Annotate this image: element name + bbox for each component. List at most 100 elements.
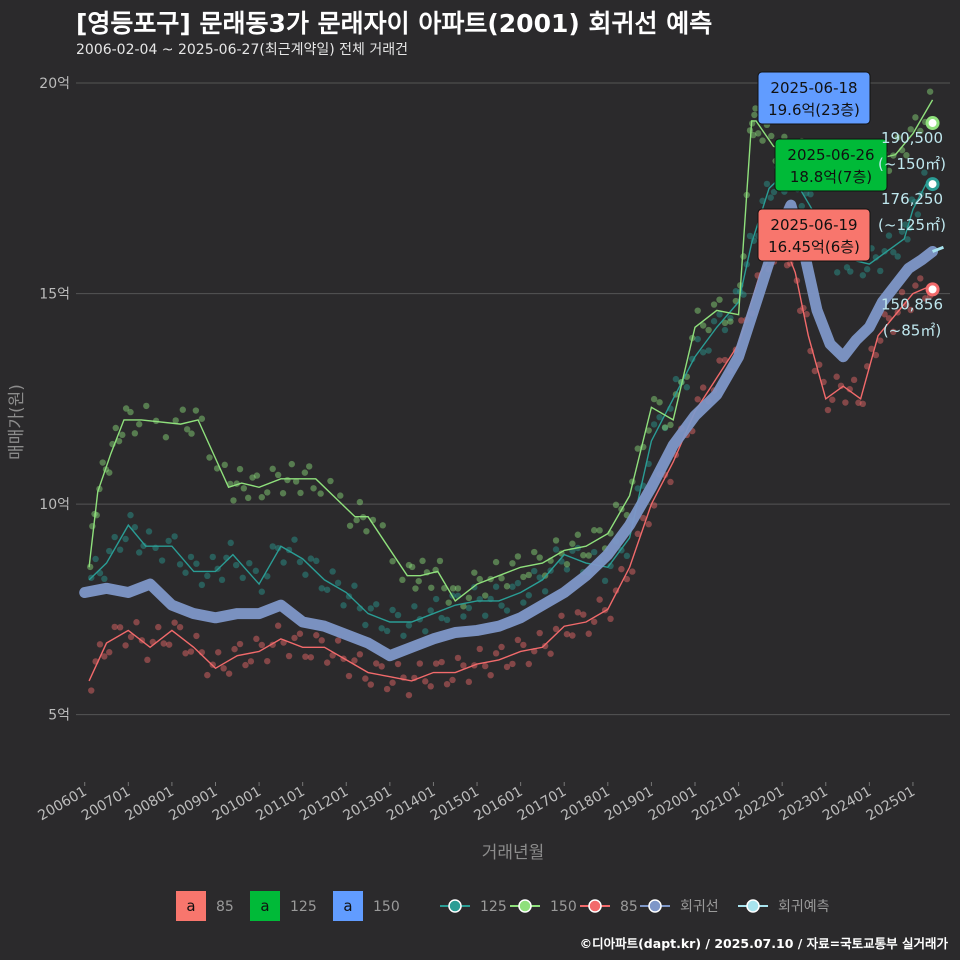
scatter-point-150 xyxy=(415,577,422,585)
x-tick-label: 202201 xyxy=(733,784,787,825)
scatter-point-125 xyxy=(552,546,560,553)
x-tick-label: 202401 xyxy=(820,784,874,825)
scatter-point-85 xyxy=(106,649,113,656)
scatter-point-85 xyxy=(629,568,636,575)
scatter-point-125 xyxy=(239,574,246,582)
scatter-point-85 xyxy=(242,661,249,669)
scatter-point-150 xyxy=(353,516,360,524)
scatter-point-150 xyxy=(710,301,718,308)
scatter-point-150 xyxy=(912,114,919,121)
scatter-point-125 xyxy=(187,553,195,561)
scatter-point-125 xyxy=(198,581,206,589)
scatter-point-85 xyxy=(215,649,222,656)
scatter-point-150 xyxy=(645,427,652,434)
scatter-point-85 xyxy=(122,642,129,649)
regression-line xyxy=(79,199,939,662)
scatter-point-85 xyxy=(580,611,587,618)
scatter-point-150 xyxy=(656,399,663,406)
scatter-point-150 xyxy=(249,474,256,481)
scatter-point-85 xyxy=(872,351,880,359)
scatter-point-125 xyxy=(520,599,527,606)
scatter-point-150 xyxy=(694,307,701,314)
scatter-point-85 xyxy=(291,634,298,642)
scatter-point-125 xyxy=(914,211,922,218)
scatter-point-125 xyxy=(252,567,260,575)
scatter-point-85 xyxy=(285,652,293,660)
scatter-point-125 xyxy=(351,582,358,589)
scatter-point-150 xyxy=(759,137,766,144)
scatter-point-125 xyxy=(847,268,854,275)
scatter-point-125 xyxy=(165,537,172,545)
scatter-point-150 xyxy=(264,489,271,496)
scatter-point-85 xyxy=(547,650,554,657)
scatter-point-150 xyxy=(112,424,119,432)
scatter-point-85 xyxy=(373,660,380,667)
scatter-point-150 xyxy=(492,558,500,566)
scatter-point-85 xyxy=(634,530,641,538)
scatter-point-150 xyxy=(580,552,587,559)
scatter-point-125 xyxy=(362,621,369,629)
scatter-point-125 xyxy=(400,632,407,639)
x-tick-label: 201301 xyxy=(341,784,395,825)
scatter-point-85 xyxy=(144,656,151,664)
scatter-point-85 xyxy=(738,317,745,324)
latest-marker-125 xyxy=(925,177,940,192)
scatter-point-150 xyxy=(520,573,527,581)
scatter-point-150 xyxy=(99,459,106,466)
scatter-point-150 xyxy=(525,571,533,579)
scatter-point-85 xyxy=(907,306,914,314)
legend-swatch-150 xyxy=(333,891,363,921)
scatter-point-85 xyxy=(88,687,95,694)
latest-marker-150 xyxy=(925,116,940,131)
legend-label-150: 150 xyxy=(373,899,400,915)
scatter-point-150 xyxy=(412,585,419,592)
scatter-point-150 xyxy=(596,527,603,534)
scatter-point-125 xyxy=(740,291,747,298)
scatter-point-125 xyxy=(438,614,445,622)
scatter-point-125 xyxy=(590,548,598,556)
scatter-point-85 xyxy=(171,619,178,626)
scatter-point-150 xyxy=(465,594,473,602)
y-tick-label: 20억 xyxy=(39,76,70,92)
callout-price: 16.45억(6층) xyxy=(768,238,860,256)
x-tick-label: 201001 xyxy=(210,784,264,825)
x-tick-label: 201901 xyxy=(602,784,656,825)
scatter-point-150 xyxy=(258,494,266,501)
scatter-point-150 xyxy=(292,478,300,485)
scatter-point-125 xyxy=(264,573,271,580)
scatter-point-85 xyxy=(816,361,823,368)
scatter-point-125 xyxy=(710,318,718,325)
scatter-point-150 xyxy=(503,583,511,590)
scatter-point-150 xyxy=(408,563,416,571)
scatter-point-85 xyxy=(329,652,336,659)
scatter-point-125 xyxy=(122,535,129,543)
scatter-point-85 xyxy=(596,596,603,603)
scatter-point-125 xyxy=(881,248,888,255)
scatter-point-150 xyxy=(363,528,370,535)
scatter-point-150 xyxy=(667,421,674,429)
scatter-point-125 xyxy=(443,616,451,624)
scatter-point-85 xyxy=(296,630,304,637)
scatter-point-125 xyxy=(492,583,500,590)
scatter-point-150 xyxy=(721,319,729,327)
scatter-point-150 xyxy=(585,552,592,559)
x-axis-title: 거래년월 xyxy=(482,843,545,863)
legend-glyph: a xyxy=(260,897,269,915)
legend: a 85 a 125 a 150 125 150 85 회귀선 회귀예측 xyxy=(176,891,830,921)
scatter-point-85 xyxy=(509,660,516,668)
legend-label-150: 150 xyxy=(550,899,577,915)
x-tick-label: 201801 xyxy=(559,784,613,825)
y-tick-label: 15억 xyxy=(39,287,70,303)
callout-date: 2025-06-26 xyxy=(787,146,874,164)
scatter-point-85 xyxy=(498,643,505,651)
scatter-point-150 xyxy=(768,132,775,140)
scatter-point-85 xyxy=(917,275,924,282)
scatter-point-150 xyxy=(531,548,538,556)
scatter-point-125 xyxy=(898,228,906,235)
scatter-point-125 xyxy=(498,602,505,609)
legend-label-회귀예측: 회귀예측 xyxy=(778,899,830,915)
scatter-point-150 xyxy=(337,492,344,499)
end-label-size: (~150㎡) xyxy=(878,155,946,173)
scatter-point-125 xyxy=(683,384,691,391)
scatter-point-85 xyxy=(850,376,858,384)
